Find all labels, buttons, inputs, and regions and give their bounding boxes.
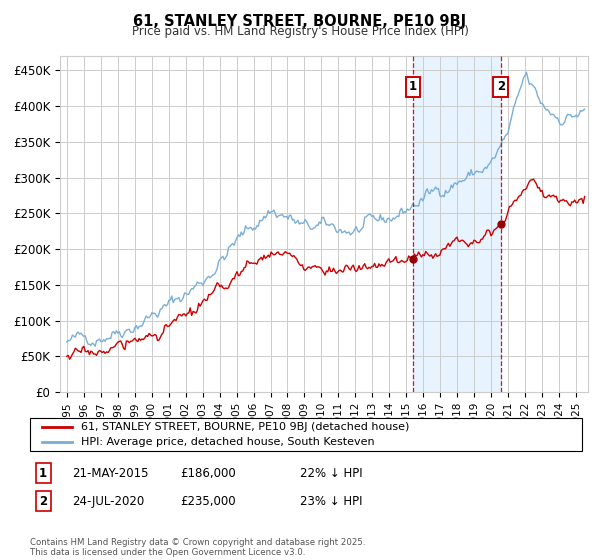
Text: Contains HM Land Registry data © Crown copyright and database right 2025.
This d: Contains HM Land Registry data © Crown c…	[30, 538, 365, 557]
Text: 1: 1	[39, 466, 47, 480]
Bar	[413, 56, 501, 392]
Text: 61, STANLEY STREET, BOURNE, PE10 9BJ (detached house): 61, STANLEY STREET, BOURNE, PE10 9BJ (de…	[81, 422, 409, 432]
Text: £186,000: £186,000	[180, 466, 236, 480]
Text: 1: 1	[409, 80, 417, 94]
Text: £235,000: £235,000	[180, 494, 236, 508]
Text: 24-JUL-2020: 24-JUL-2020	[72, 494, 144, 508]
Text: 2: 2	[39, 494, 47, 508]
Text: 22% ↓ HPI: 22% ↓ HPI	[300, 466, 362, 480]
Text: 21-MAY-2015: 21-MAY-2015	[72, 466, 149, 480]
Text: 2: 2	[497, 80, 505, 94]
Text: 61, STANLEY STREET, BOURNE, PE10 9BJ: 61, STANLEY STREET, BOURNE, PE10 9BJ	[133, 14, 467, 29]
Text: Price paid vs. HM Land Registry's House Price Index (HPI): Price paid vs. HM Land Registry's House …	[131, 25, 469, 38]
Text: 23% ↓ HPI: 23% ↓ HPI	[300, 494, 362, 508]
Text: HPI: Average price, detached house, South Kesteven: HPI: Average price, detached house, Sout…	[81, 437, 374, 447]
